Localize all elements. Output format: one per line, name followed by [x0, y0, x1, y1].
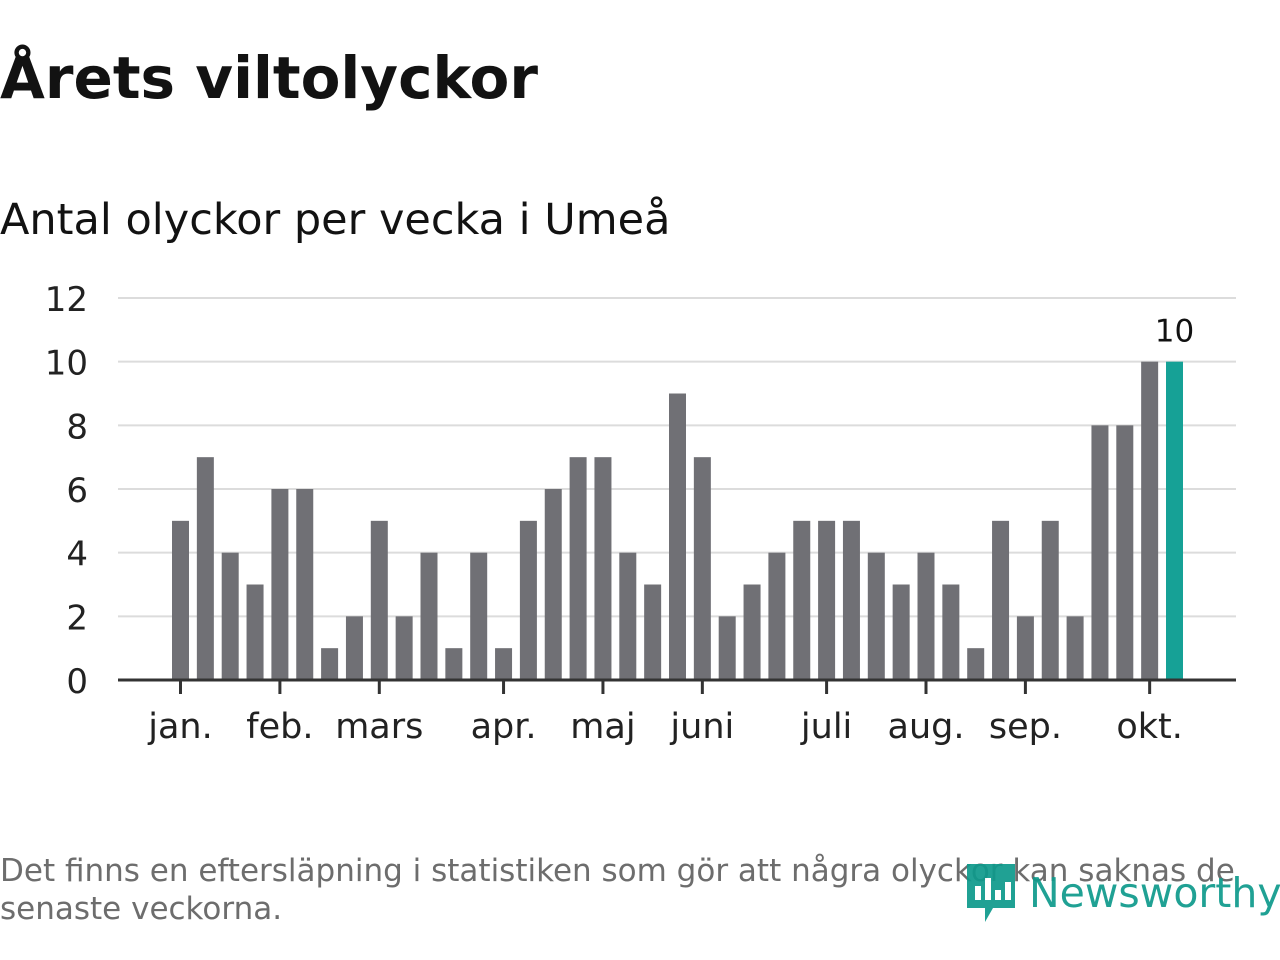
bar	[519, 520, 537, 680]
x-tick-label: mars	[335, 707, 423, 747]
bar	[370, 520, 388, 680]
y-tick-label: 10	[45, 344, 88, 384]
bar	[1116, 425, 1134, 680]
bar	[296, 489, 314, 680]
chart-bubble-icon	[967, 864, 1015, 922]
chart-subtitle: Antal olyckor per vecka i Umeå	[0, 195, 671, 245]
y-tick-label: 4	[66, 535, 88, 575]
bar	[842, 520, 860, 680]
bar	[644, 584, 662, 680]
bar	[221, 552, 239, 680]
x-tick-label: juli	[800, 707, 852, 747]
x-tick-label: feb.	[246, 707, 313, 747]
bar	[271, 489, 289, 680]
bar	[1091, 425, 1109, 680]
bar	[867, 552, 885, 680]
bar	[1041, 520, 1059, 680]
x-tick-label: aug.	[888, 707, 965, 747]
bar	[445, 648, 463, 680]
bar	[619, 552, 637, 680]
bar	[793, 520, 811, 680]
y-tick-label: 12	[45, 280, 88, 320]
y-tick-label: 2	[66, 598, 88, 638]
x-tick-label: sep.	[989, 707, 1062, 747]
bar	[196, 457, 214, 680]
x-tick-label: jan.	[147, 707, 212, 747]
data-labels: 10	[1155, 314, 1194, 350]
x-tick-label: maj	[570, 707, 635, 747]
highlight-bar	[1166, 361, 1183, 680]
bar	[246, 584, 264, 680]
bar	[172, 520, 189, 680]
bar	[594, 457, 612, 680]
bar	[693, 457, 711, 680]
bar	[1016, 616, 1034, 680]
y-tick-label: 0	[66, 662, 88, 702]
bar	[544, 489, 562, 680]
x-tick-label: juni	[669, 707, 734, 747]
y-tick-label: 6	[66, 471, 88, 511]
x-axis: jan. feb. mars apr. maj juni juli aug. sep. okt.	[118, 678, 1236, 747]
bar	[967, 648, 985, 680]
bar	[718, 616, 736, 680]
bar	[818, 520, 836, 680]
bar	[470, 552, 488, 680]
bar	[569, 457, 587, 680]
data-label: 10	[1155, 314, 1194, 350]
bar	[495, 648, 513, 680]
footnote: Det finns en eftersläpning i statistiken…	[0, 853, 1235, 927]
bars	[172, 361, 1183, 680]
bar	[395, 616, 413, 680]
newsworthy-logo: Newsworthy	[963, 858, 1280, 928]
bar	[892, 584, 910, 680]
bar	[345, 616, 363, 680]
bar	[942, 584, 960, 680]
bar	[768, 552, 786, 680]
bar	[1066, 616, 1084, 680]
x-tick-label: okt.	[1116, 707, 1183, 747]
y-axis-labels: 0 2 4 6 8 10 12	[45, 280, 88, 702]
chart-title: Årets viltolyckor	[0, 44, 538, 112]
bar	[321, 648, 339, 680]
bar	[420, 552, 438, 680]
bar	[992, 520, 1010, 680]
bar	[669, 393, 686, 680]
bar	[743, 584, 761, 680]
bar	[1141, 361, 1159, 680]
y-tick-label: 8	[66, 407, 88, 447]
bar	[917, 552, 935, 680]
brand-name: Newsworthy	[1029, 869, 1280, 917]
x-tick-label: apr.	[471, 707, 537, 747]
